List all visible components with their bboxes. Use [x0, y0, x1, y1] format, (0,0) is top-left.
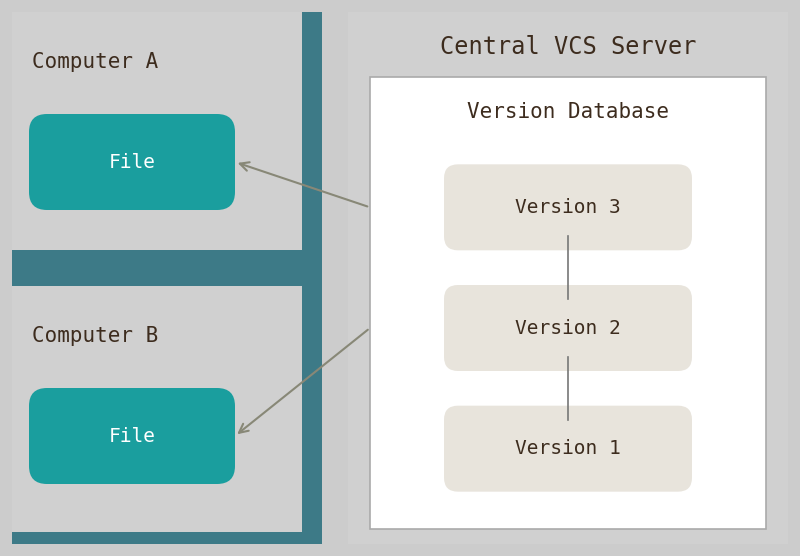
Text: File: File	[109, 152, 155, 171]
FancyBboxPatch shape	[444, 165, 692, 250]
Text: File: File	[109, 426, 155, 445]
Text: Computer A: Computer A	[32, 52, 158, 72]
Text: Version 1: Version 1	[515, 439, 621, 458]
FancyBboxPatch shape	[348, 12, 788, 544]
FancyBboxPatch shape	[444, 406, 692, 492]
FancyBboxPatch shape	[12, 12, 302, 250]
FancyBboxPatch shape	[370, 77, 766, 529]
Text: Version 2: Version 2	[515, 319, 621, 337]
FancyBboxPatch shape	[29, 388, 235, 484]
FancyBboxPatch shape	[12, 286, 302, 532]
Text: Version 3: Version 3	[515, 198, 621, 217]
FancyBboxPatch shape	[12, 12, 322, 544]
FancyBboxPatch shape	[29, 114, 235, 210]
Text: Computer B: Computer B	[32, 326, 158, 346]
Text: Central VCS Server: Central VCS Server	[440, 35, 696, 59]
Text: Version Database: Version Database	[467, 102, 669, 122]
FancyBboxPatch shape	[444, 285, 692, 371]
